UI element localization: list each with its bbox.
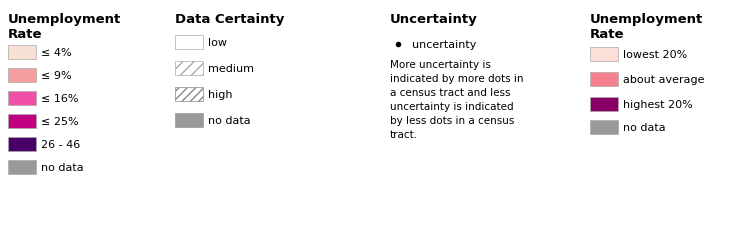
Bar bbox=[8, 69, 36, 83]
Bar bbox=[590, 48, 618, 62]
Text: about average: about average bbox=[623, 75, 704, 85]
Text: high: high bbox=[208, 90, 233, 100]
Bar bbox=[590, 98, 618, 111]
Text: 26 - 46: 26 - 46 bbox=[41, 139, 80, 149]
Text: lowest 20%: lowest 20% bbox=[623, 50, 687, 60]
Text: Data Certainty: Data Certainty bbox=[175, 13, 285, 26]
Text: Uncertainty: Uncertainty bbox=[390, 13, 478, 26]
Bar bbox=[590, 121, 618, 134]
Bar bbox=[590, 73, 618, 87]
Text: ≤ 4%: ≤ 4% bbox=[41, 48, 71, 58]
Bar bbox=[8, 92, 36, 106]
Bar bbox=[175, 36, 203, 50]
Text: Unemployment
Rate: Unemployment Rate bbox=[590, 13, 703, 41]
Text: no data: no data bbox=[623, 122, 665, 132]
Bar bbox=[8, 137, 36, 151]
Text: More uncertainty is
indicated by more dots in
a census tract and less
uncertaint: More uncertainty is indicated by more do… bbox=[390, 60, 523, 139]
Text: no data: no data bbox=[208, 116, 251, 126]
Text: uncertainty: uncertainty bbox=[412, 40, 476, 50]
Text: ≤ 25%: ≤ 25% bbox=[41, 116, 79, 126]
Bar bbox=[8, 160, 36, 174]
Bar bbox=[175, 88, 203, 101]
Text: no data: no data bbox=[41, 162, 83, 172]
Bar bbox=[175, 62, 203, 76]
Text: highest 20%: highest 20% bbox=[623, 100, 692, 109]
Bar bbox=[8, 114, 36, 128]
Bar bbox=[175, 114, 203, 127]
Text: ≤ 9%: ≤ 9% bbox=[41, 71, 71, 81]
Text: medium: medium bbox=[208, 64, 254, 74]
Bar bbox=[8, 46, 36, 60]
Text: Unemployment
Rate: Unemployment Rate bbox=[8, 13, 121, 41]
Text: low: low bbox=[208, 38, 227, 48]
Text: ≤ 16%: ≤ 16% bbox=[41, 94, 79, 104]
